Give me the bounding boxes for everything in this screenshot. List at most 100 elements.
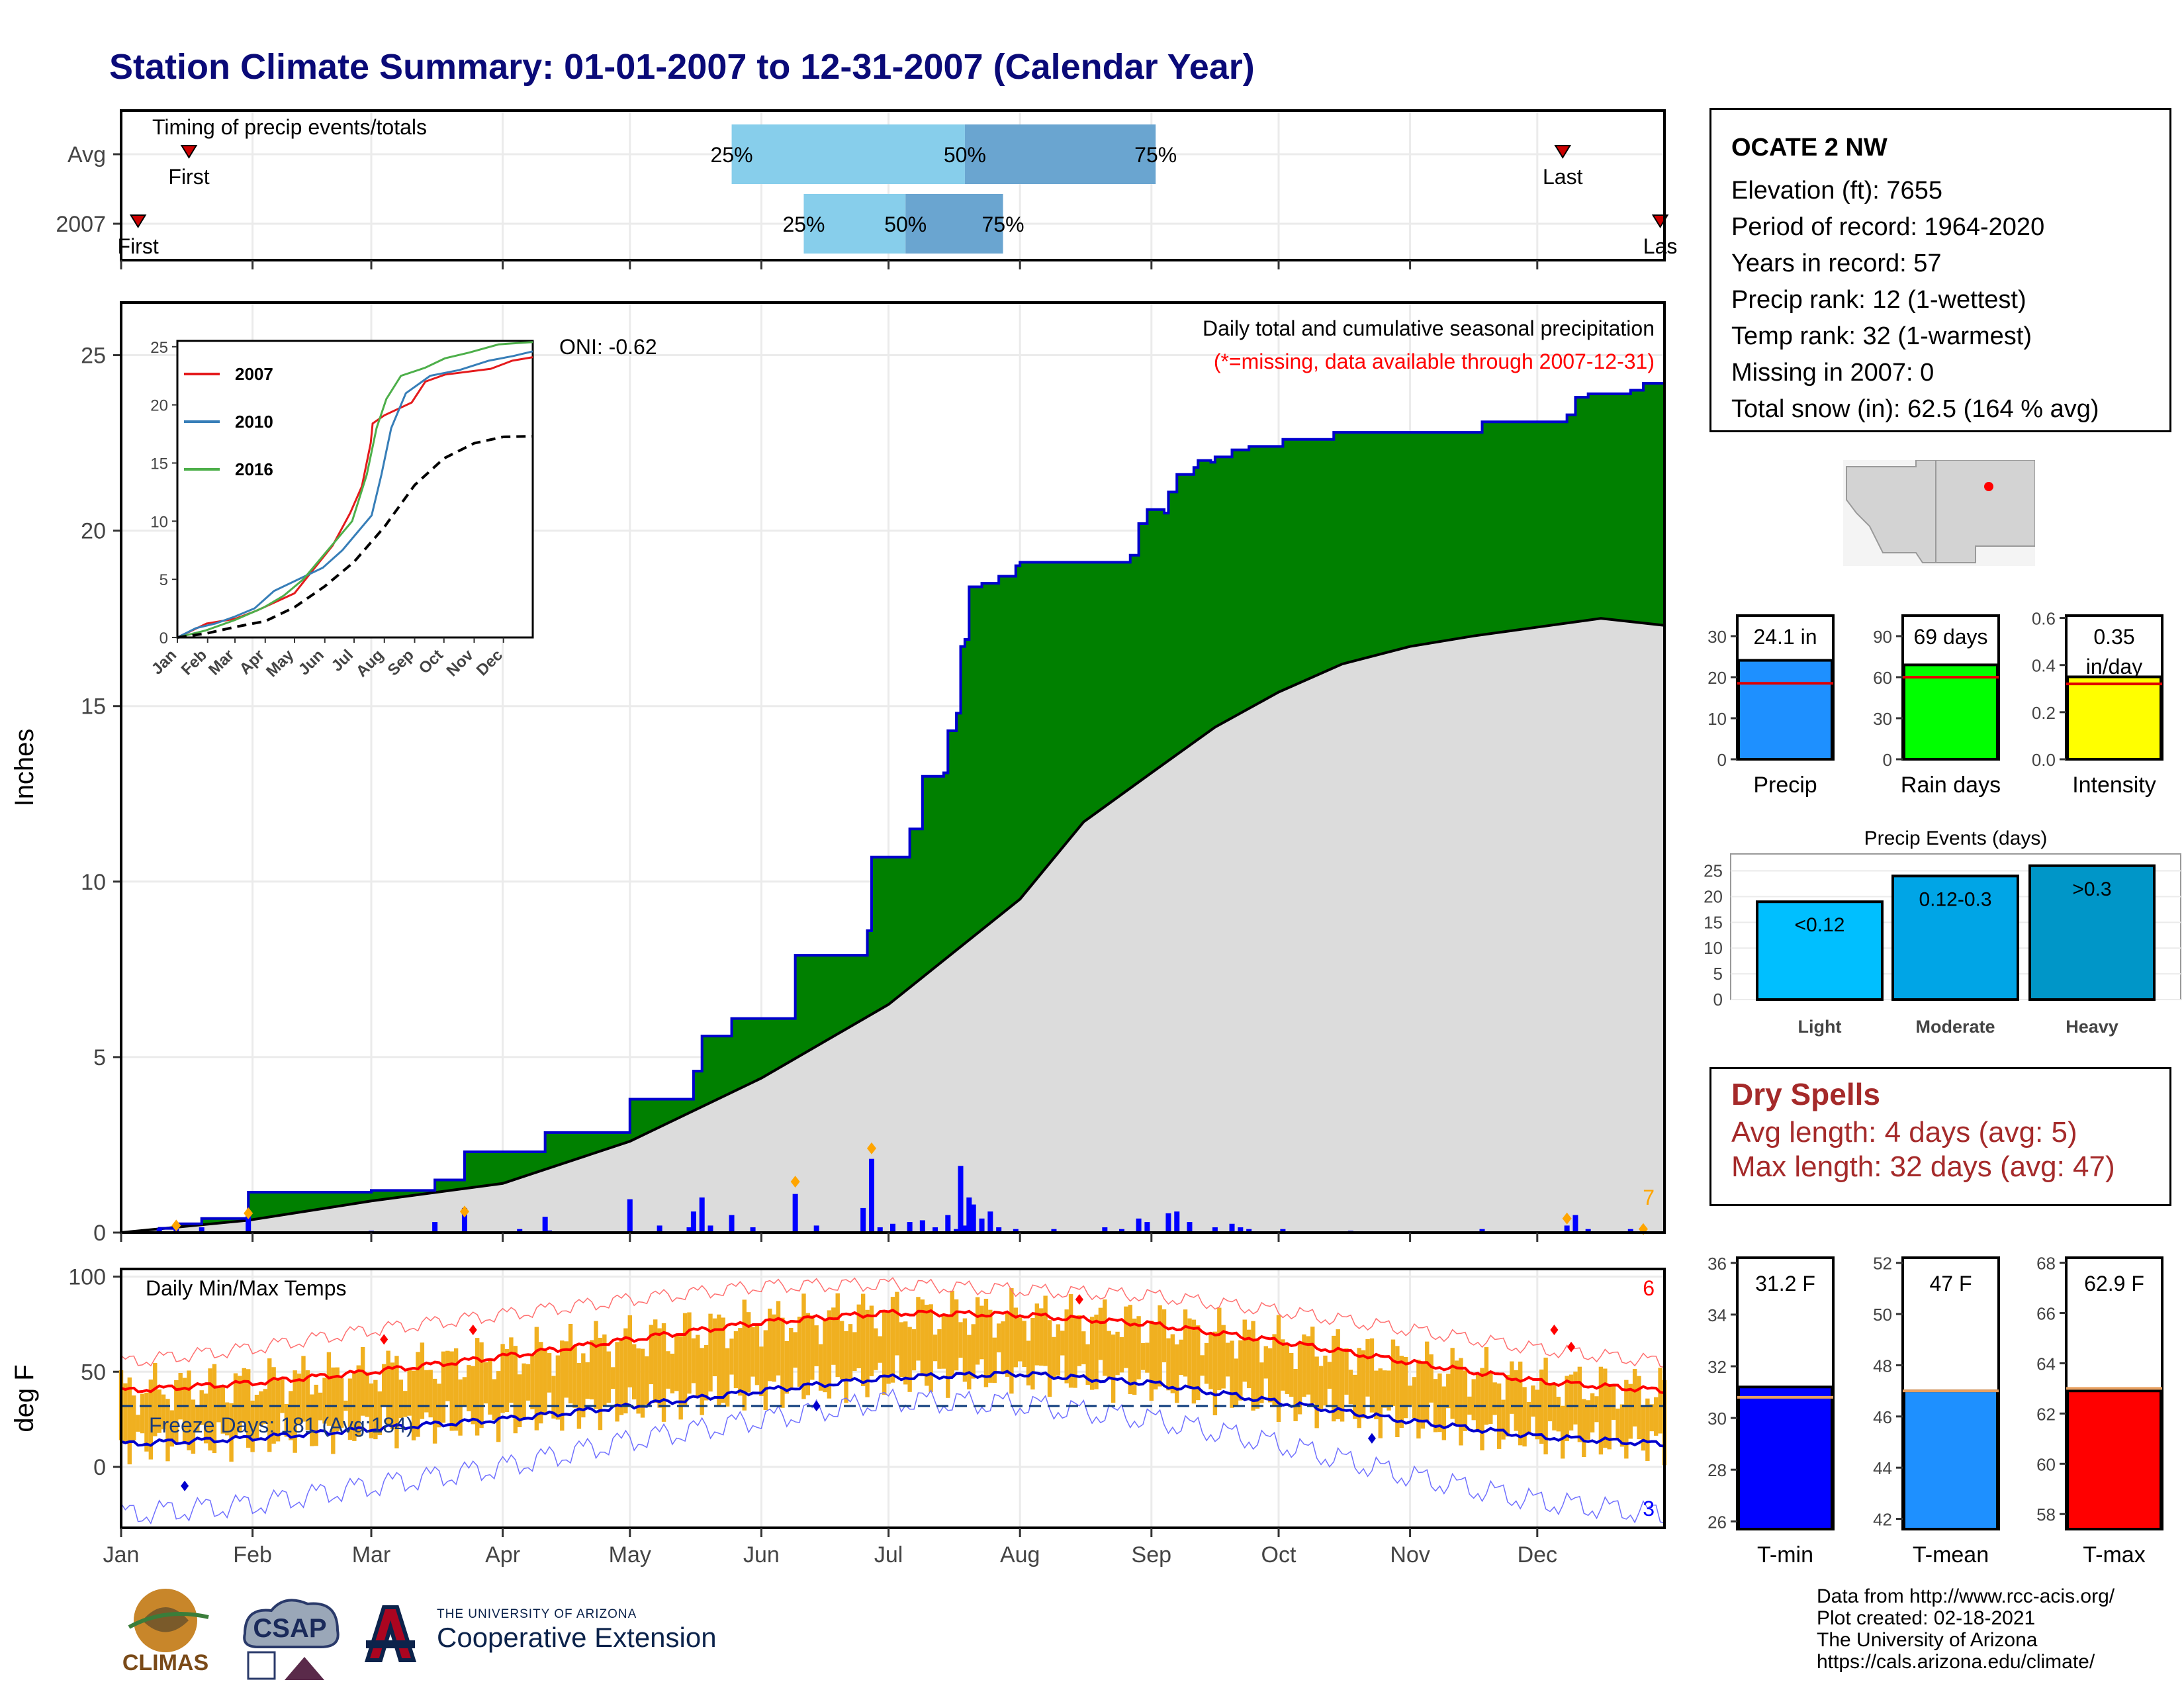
summary-bar-ytick-label: 10 bbox=[1707, 709, 1727, 729]
daily-temp-bar bbox=[259, 1391, 263, 1426]
daily-temp-bar bbox=[203, 1393, 208, 1444]
daily-temp-bar bbox=[1403, 1356, 1408, 1419]
daily-temp-bar bbox=[971, 1324, 976, 1379]
daily-temp-bar bbox=[140, 1393, 145, 1434]
temp-ylabel: deg F bbox=[10, 1364, 39, 1432]
daily-temp-bar bbox=[1565, 1376, 1569, 1442]
daily-temp-bar bbox=[293, 1370, 297, 1453]
daily-temp-bar bbox=[869, 1305, 874, 1376]
daily-temp-bar bbox=[852, 1332, 857, 1372]
daily-precip-marker bbox=[171, 1219, 181, 1232]
climas-logo-text: CLIMAS bbox=[122, 1650, 208, 1675]
daily-temp-bar bbox=[1017, 1317, 1023, 1362]
daily-temp-bar bbox=[1598, 1366, 1604, 1455]
daily-temp-bar bbox=[407, 1369, 412, 1416]
daily-precip-marker bbox=[790, 1176, 800, 1188]
daily-temp-bar bbox=[1323, 1355, 1328, 1406]
university-of-arizona-logo bbox=[364, 1605, 417, 1662]
daily-temp-bar bbox=[1267, 1348, 1273, 1403]
daily-temp-bar bbox=[280, 1379, 285, 1413]
summary-bar-ytick-label: 0.0 bbox=[2032, 750, 2056, 770]
daily-temp-bar bbox=[768, 1308, 772, 1382]
daily-temp-bar bbox=[827, 1310, 832, 1399]
daily-temp-bar bbox=[615, 1342, 619, 1422]
daily-temp-bar bbox=[144, 1392, 149, 1452]
daily-temp-bar bbox=[1590, 1393, 1595, 1432]
daily-temp-bar bbox=[818, 1344, 823, 1391]
precip-chart: 0 5 10 15 20 25 Inches 7 Daily total and cumulat… bbox=[10, 301, 1666, 1246]
inset-frame bbox=[176, 340, 534, 639]
timing-last-label: Last bbox=[1543, 165, 1583, 189]
daily-temp-bar bbox=[1306, 1336, 1311, 1395]
summary-bar-ytick-label: 0 bbox=[1717, 750, 1727, 770]
daily-temp-bar bbox=[1531, 1385, 1535, 1417]
daily-temp-bar bbox=[1344, 1348, 1349, 1395]
daily-temp-bar bbox=[1073, 1315, 1077, 1388]
daily-temp-bar bbox=[598, 1337, 603, 1430]
temp-ytick-label: 100 bbox=[68, 1265, 106, 1290]
daily-temp-bar bbox=[1089, 1317, 1095, 1390]
summary-bar-ytick-label: 20 bbox=[1707, 668, 1727, 688]
inset-legend-label: 2007 bbox=[235, 364, 273, 384]
daily-temp-bar bbox=[1556, 1397, 1561, 1432]
daily-temp-bar bbox=[1022, 1321, 1026, 1368]
daily-temp-bar bbox=[958, 1322, 963, 1358]
inset-ytick-label: 5 bbox=[159, 571, 168, 589]
coop-university-text: THE UNIVERSITY OF ARIZONA bbox=[437, 1607, 637, 1621]
daily-temp-bar bbox=[445, 1350, 450, 1401]
daily-temp-bar bbox=[746, 1312, 751, 1393]
precip-events-ytick-label: 10 bbox=[1704, 938, 1723, 958]
daily-precip-bar bbox=[1479, 1229, 1485, 1233]
daily-temp-bar bbox=[721, 1317, 725, 1403]
daily-temp-bar bbox=[386, 1350, 390, 1427]
dry-spells-max: Max length: 32 days (avg: 47) bbox=[1731, 1150, 2115, 1183]
daily-precip-bar bbox=[1212, 1227, 1218, 1233]
daily-precip-bar bbox=[1187, 1222, 1193, 1233]
daily-temp-bar bbox=[687, 1312, 692, 1394]
daily-temp-bar bbox=[1196, 1325, 1201, 1401]
temp-bar bbox=[1737, 1385, 1833, 1530]
daily-temp-bar bbox=[929, 1304, 933, 1392]
timing-first-marker bbox=[129, 214, 147, 228]
daily-temp-bar bbox=[191, 1399, 196, 1454]
daily-temp-bar bbox=[831, 1307, 836, 1365]
daily-temp-bar bbox=[475, 1338, 480, 1436]
daily-temp-bar bbox=[1081, 1331, 1086, 1364]
inset-series-line bbox=[177, 341, 533, 639]
daily-temp-bar bbox=[674, 1334, 679, 1391]
daily-temp-bar bbox=[199, 1390, 204, 1425]
daily-temp-bar bbox=[534, 1327, 539, 1430]
summary-bar-ytick-label: 0 bbox=[1883, 750, 1892, 770]
daily-temp-bar bbox=[326, 1352, 332, 1426]
inset-ytick-label: 10 bbox=[150, 513, 168, 531]
daily-temp-bar bbox=[954, 1299, 959, 1371]
daily-temp-bar bbox=[1459, 1358, 1463, 1446]
daily-temp-bar bbox=[1382, 1370, 1387, 1408]
daily-temp-bar bbox=[1653, 1397, 1659, 1436]
temp-count-high: 6 bbox=[1643, 1276, 1655, 1300]
summary-bar-ytick-label: 30 bbox=[1707, 627, 1727, 647]
daily-temp-bar bbox=[224, 1402, 230, 1436]
temp-bar-ytick-label: 64 bbox=[2036, 1354, 2056, 1374]
cumulative-2007-line bbox=[121, 381, 1666, 1234]
daily-temp-bar bbox=[1310, 1327, 1315, 1404]
daily-temp-bar bbox=[784, 1340, 790, 1394]
daily-temp-bar bbox=[1348, 1370, 1353, 1405]
daily-temp-bar bbox=[1475, 1374, 1480, 1432]
daily-temp-bar bbox=[1272, 1334, 1277, 1406]
daily-temp-bar bbox=[623, 1328, 628, 1414]
daily-temp-bar bbox=[712, 1318, 717, 1377]
daily-precip-bar bbox=[1280, 1229, 1286, 1233]
daily-precip-marker bbox=[866, 1142, 876, 1154]
precip-events-bar-label: >0.3 bbox=[2072, 878, 2111, 900]
daily-temp-bar bbox=[1158, 1305, 1162, 1387]
daily-temp-bar bbox=[1293, 1369, 1298, 1421]
daily-temp-bar bbox=[1217, 1307, 1222, 1390]
daily-temp-bar bbox=[640, 1348, 645, 1418]
month-label: Jan bbox=[103, 1542, 140, 1568]
daily-temp-bar bbox=[911, 1329, 917, 1371]
precip-ytick-label: 20 bbox=[81, 519, 106, 544]
daily-temp-bar bbox=[1200, 1355, 1205, 1376]
daily-temp-bar bbox=[1327, 1362, 1332, 1389]
daily-precip-bar bbox=[1102, 1227, 1108, 1233]
